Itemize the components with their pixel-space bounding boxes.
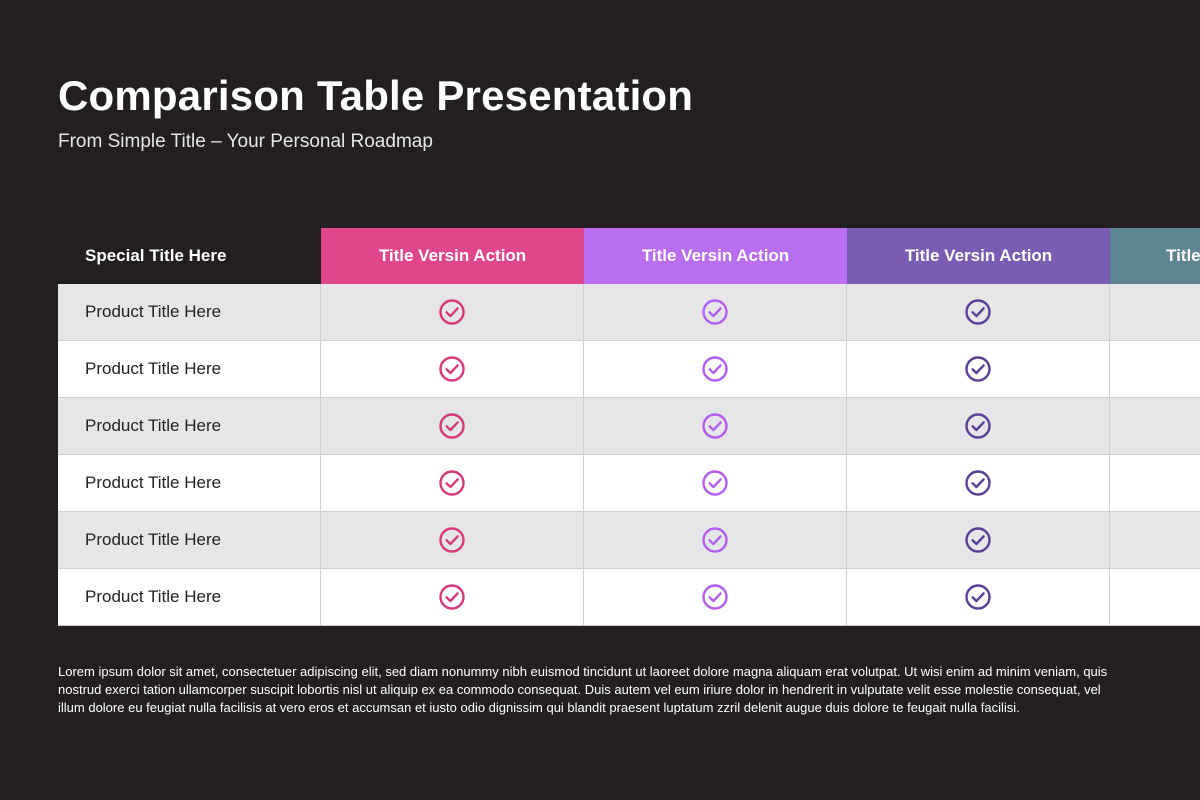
comparison-table: Special Title Here Title Versin Action T… (58, 228, 1200, 626)
check-circle-icon (964, 469, 992, 497)
table-row: Product Title Here (58, 398, 1200, 455)
slide-subtitle: From Simple Title – Your Personal Roadma… (58, 131, 433, 152)
check-cell-cropped (1110, 398, 1200, 455)
check-circle-icon (438, 412, 466, 440)
table-row: Product Title Here (58, 455, 1200, 512)
check-circle-icon (438, 469, 466, 497)
check-cell-cropped (1110, 341, 1200, 398)
check-cell (847, 398, 1110, 455)
product-title-cell: Product Title Here (58, 284, 321, 341)
check-cell (321, 455, 584, 512)
check-cell-cropped (1110, 512, 1200, 569)
product-title-cell: Product Title Here (58, 455, 321, 512)
check-cell (584, 512, 847, 569)
check-circle-icon (438, 355, 466, 383)
check-cell (847, 455, 1110, 512)
check-cell (847, 512, 1110, 569)
header-cell-version-4: Title (1110, 228, 1200, 284)
slide-title: Comparison Table Presentation (58, 72, 694, 119)
check-circle-icon (964, 355, 992, 383)
table-body: Product Title Here Product Title Here Prod… (58, 284, 1200, 626)
check-circle-icon (964, 298, 992, 326)
check-cell (321, 284, 584, 341)
check-circle-icon (701, 583, 729, 611)
check-cell-cropped (1110, 284, 1200, 341)
check-cell (847, 284, 1110, 341)
check-cell (847, 569, 1110, 626)
check-cell (321, 512, 584, 569)
header-cell-version-3: Title Versin Action (847, 228, 1110, 284)
check-circle-icon (438, 298, 466, 326)
check-cell (584, 341, 847, 398)
check-circle-icon (438, 583, 466, 611)
check-circle-icon (964, 526, 992, 554)
table-header-row: Special Title Here Title Versin Action T… (58, 228, 1200, 284)
check-circle-icon (964, 412, 992, 440)
check-circle-icon (701, 526, 729, 554)
check-circle-icon (438, 526, 466, 554)
check-cell (584, 284, 847, 341)
header-cell-version-2: Title Versin Action (584, 228, 847, 284)
table-row: Product Title Here (58, 512, 1200, 569)
check-cell (584, 398, 847, 455)
check-cell (847, 341, 1110, 398)
check-circle-icon (701, 298, 729, 326)
check-circle-icon (701, 355, 729, 383)
check-circle-icon (964, 583, 992, 611)
check-cell-cropped (1110, 569, 1200, 626)
table-row: Product Title Here (58, 341, 1200, 398)
check-cell (321, 341, 584, 398)
description-text: Lorem ipsum dolor sit amet, consectetuer… (58, 664, 1108, 715)
check-cell-cropped (1110, 455, 1200, 512)
product-title-cell: Product Title Here (58, 569, 321, 626)
check-circle-icon (701, 412, 729, 440)
check-circle-icon (701, 469, 729, 497)
check-cell (584, 455, 847, 512)
product-title-cell: Product Title Here (58, 512, 321, 569)
check-cell (321, 398, 584, 455)
header-cell-version-1: Title Versin Action (321, 228, 584, 284)
table-row: Product Title Here (58, 569, 1200, 626)
table-row: Product Title Here (58, 284, 1200, 341)
check-cell (321, 569, 584, 626)
product-title-cell: Product Title Here (58, 341, 321, 398)
check-cell (584, 569, 847, 626)
header-cell-special: Special Title Here (58, 228, 321, 284)
product-title-cell: Product Title Here (58, 398, 321, 455)
